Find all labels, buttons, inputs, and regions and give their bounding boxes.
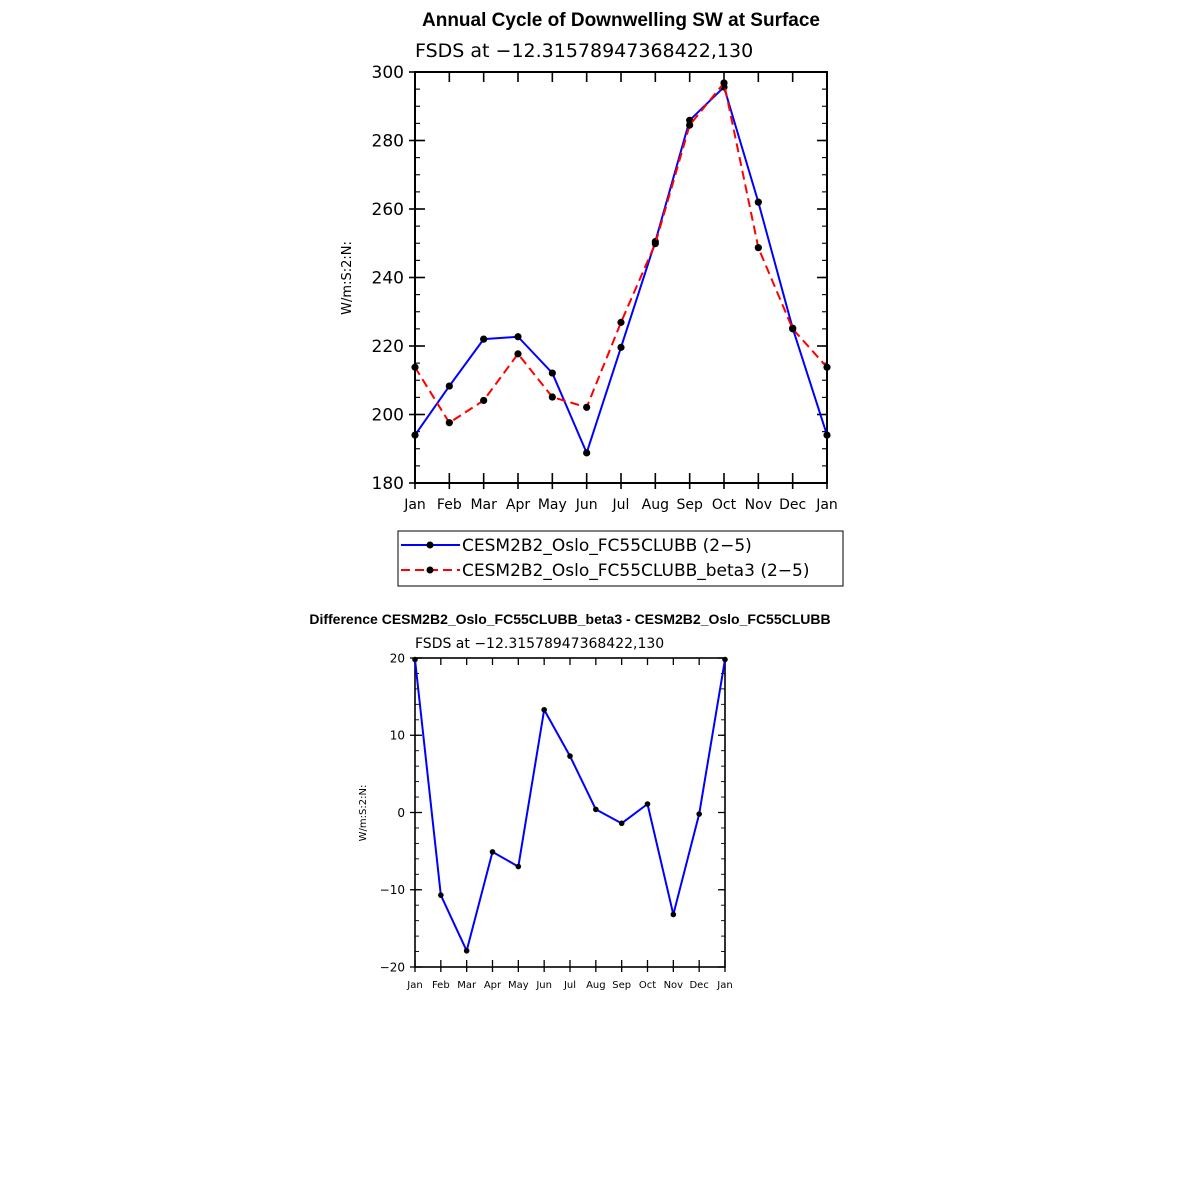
bottom-chart-ytick-label: 20: [390, 651, 405, 665]
top-chart-series-1-point: [514, 333, 522, 341]
top-chart-series-2-point: [480, 396, 488, 405]
top-chart-xtick-label: Sep: [676, 497, 703, 513]
bottom-chart-series-1-point: [515, 863, 522, 870]
top-chart-series-2-point: [651, 239, 659, 248]
top-chart-ytick-label: 280: [372, 132, 404, 152]
bottom-chart-subtitle: FSDS at −12.31578947368422,130: [415, 636, 664, 652]
top-chart-series-1-point: [411, 431, 419, 439]
bottom-chart-series-1-point: [438, 892, 444, 898]
bottom-chart-xtick-label: Jun: [535, 980, 552, 991]
bottom-chart-series-1-point: [463, 947, 470, 954]
legend-marker-series-2: [426, 566, 434, 574]
bottom-chart-ytick-label: 0: [397, 806, 405, 820]
top-chart-series-1-point: [548, 369, 556, 377]
bottom-chart-plot-area: −20 −10 0 10 20 Jan Feb Mar Apr May Jun Jul Aug Sep Oc…: [380, 651, 733, 991]
bottom-chart-series-1-point: [722, 656, 728, 663]
top-chart-ytick-label: 240: [372, 269, 404, 289]
top-chart-series-2-point: [823, 363, 831, 371]
top-chart-series-2-point: [411, 363, 419, 371]
bottom-chart-ytick-label: −10: [380, 883, 405, 897]
top-chart-frame: [414, 71, 828, 484]
bottom-chart-ytick-label: 10: [390, 729, 405, 743]
top-chart-series-line-1: [414, 86, 828, 454]
top-chart-ytick-label: 180: [372, 474, 404, 494]
top-chart-title: Annual Cycle of Downwelling SW at Surfac…: [422, 10, 820, 31]
top-chart-subtitle: FSDS at −12.31578947368422,130: [415, 40, 753, 62]
bottom-chart-xtick-label: Jul: [563, 980, 576, 991]
bottom-chart-xtick-label: Mar: [457, 980, 477, 991]
top-chart-series-line-2: [414, 81, 828, 424]
bottom-chart-xtick-label: Aug: [586, 980, 606, 991]
top-chart-series-2-point: [686, 121, 694, 129]
top-chart-ylabel: W/m:S:2:N:: [340, 241, 355, 315]
top-chart-series-2-point: [445, 419, 453, 427]
bottom-chart-series-line-1: [414, 659, 726, 952]
bottom-chart-series-1-point: [670, 911, 677, 918]
legend-marker-series-1: [426, 541, 434, 549]
top-chart-xtick-label: Dec: [779, 497, 806, 513]
bottom-chart-series-1-point: [618, 820, 625, 827]
top-chart-series-2-point: [583, 403, 591, 411]
top-chart-series-1-point: [445, 382, 453, 390]
top-chart-xtick-label: May: [538, 497, 567, 513]
top-chart-plot-area: 180 200 220 240 260 280 300 Jan Feb Mar Apr May Jun J…: [372, 63, 838, 513]
top-chart-series-2-point: [720, 79, 728, 87]
bottom-chart-title: Difference CESM2B2_Oslo_FC55CLUBB_beta3 …: [309, 611, 830, 627]
top-chart-series-1-point: [823, 431, 831, 439]
top-chart-series-2-point: [617, 318, 625, 326]
bottom-chart-series-1-point: [567, 753, 573, 759]
legend-box: [397, 530, 844, 587]
top-chart-xtick-label: Feb: [437, 497, 462, 513]
bottom-chart-xtick-label: Sep: [612, 980, 631, 991]
bottom-chart-xtick-label: Oct: [639, 980, 656, 991]
bottom-chart-series-1-point: [696, 811, 702, 817]
bottom-chart-series-1-point: [593, 806, 599, 813]
bottom-chart-xtick-label: Apr: [484, 980, 502, 991]
bottom-chart-xtick-label: Jan: [406, 980, 422, 991]
top-chart-xtick-label: Jul: [612, 497, 630, 513]
top-chart-series-2-point: [514, 350, 522, 358]
top-chart-xtick-label: Oct: [712, 497, 737, 513]
bottom-chart-xtick-label: Nov: [664, 980, 684, 991]
top-chart-series-2-point: [789, 325, 797, 333]
top-chart-series-2-point: [548, 393, 556, 401]
top-chart-ytick-label: 200: [372, 406, 404, 426]
top-chart-xtick-label: Nov: [745, 497, 772, 513]
bottom-chart-frame: [414, 657, 726, 968]
bottom-chart-xtick-label: Feb: [432, 980, 450, 991]
top-chart-ytick-label: 260: [372, 200, 404, 220]
bottom-chart-series-1-point: [489, 849, 496, 855]
top-chart-xtick-label: Jan: [815, 497, 838, 513]
bottom-chart-ytick-label: −20: [380, 960, 405, 974]
legend-label-series-2: CESM2B2_Oslo_FC55CLUBB_beta3 (2−5): [462, 561, 809, 581]
bottom-chart-ylabel: W/m:S:2:N:: [358, 785, 369, 842]
top-chart-ytick-label: 300: [372, 63, 404, 83]
top-chart-legend: CESM2B2_Oslo_FC55CLUBB (2−5) CESM2B2_Osl…: [397, 530, 844, 587]
bottom-chart-series-1-point: [644, 801, 651, 807]
top-chart-series-2-point: [754, 244, 762, 252]
top-chart-xtick-label: Jun: [575, 497, 598, 513]
top-chart-ytick-label: 220: [372, 337, 404, 357]
top-chart-xtick-label: Mar: [470, 497, 497, 513]
bottom-chart-series-1-point: [412, 656, 418, 663]
bottom-chart-xtick-label: Jan: [716, 980, 732, 991]
top-chart-series-1-point: [480, 335, 488, 343]
top-chart-series-1-point: [617, 343, 625, 351]
bottom-chart-xtick-label: May: [508, 980, 529, 991]
legend-label-series-1: CESM2B2_Oslo_FC55CLUBB (2−5): [462, 536, 752, 556]
top-chart-xtick-label: Apr: [506, 497, 530, 513]
top-chart-series-1-point: [754, 198, 762, 206]
bottom-chart-series-1-point: [541, 706, 547, 713]
bottom-chart-xtick-label: Dec: [689, 980, 708, 991]
top-chart-xtick-label: Aug: [642, 497, 669, 513]
top-chart-series-1-point: [583, 449, 591, 457]
top-chart-xtick-label: Jan: [403, 497, 426, 513]
